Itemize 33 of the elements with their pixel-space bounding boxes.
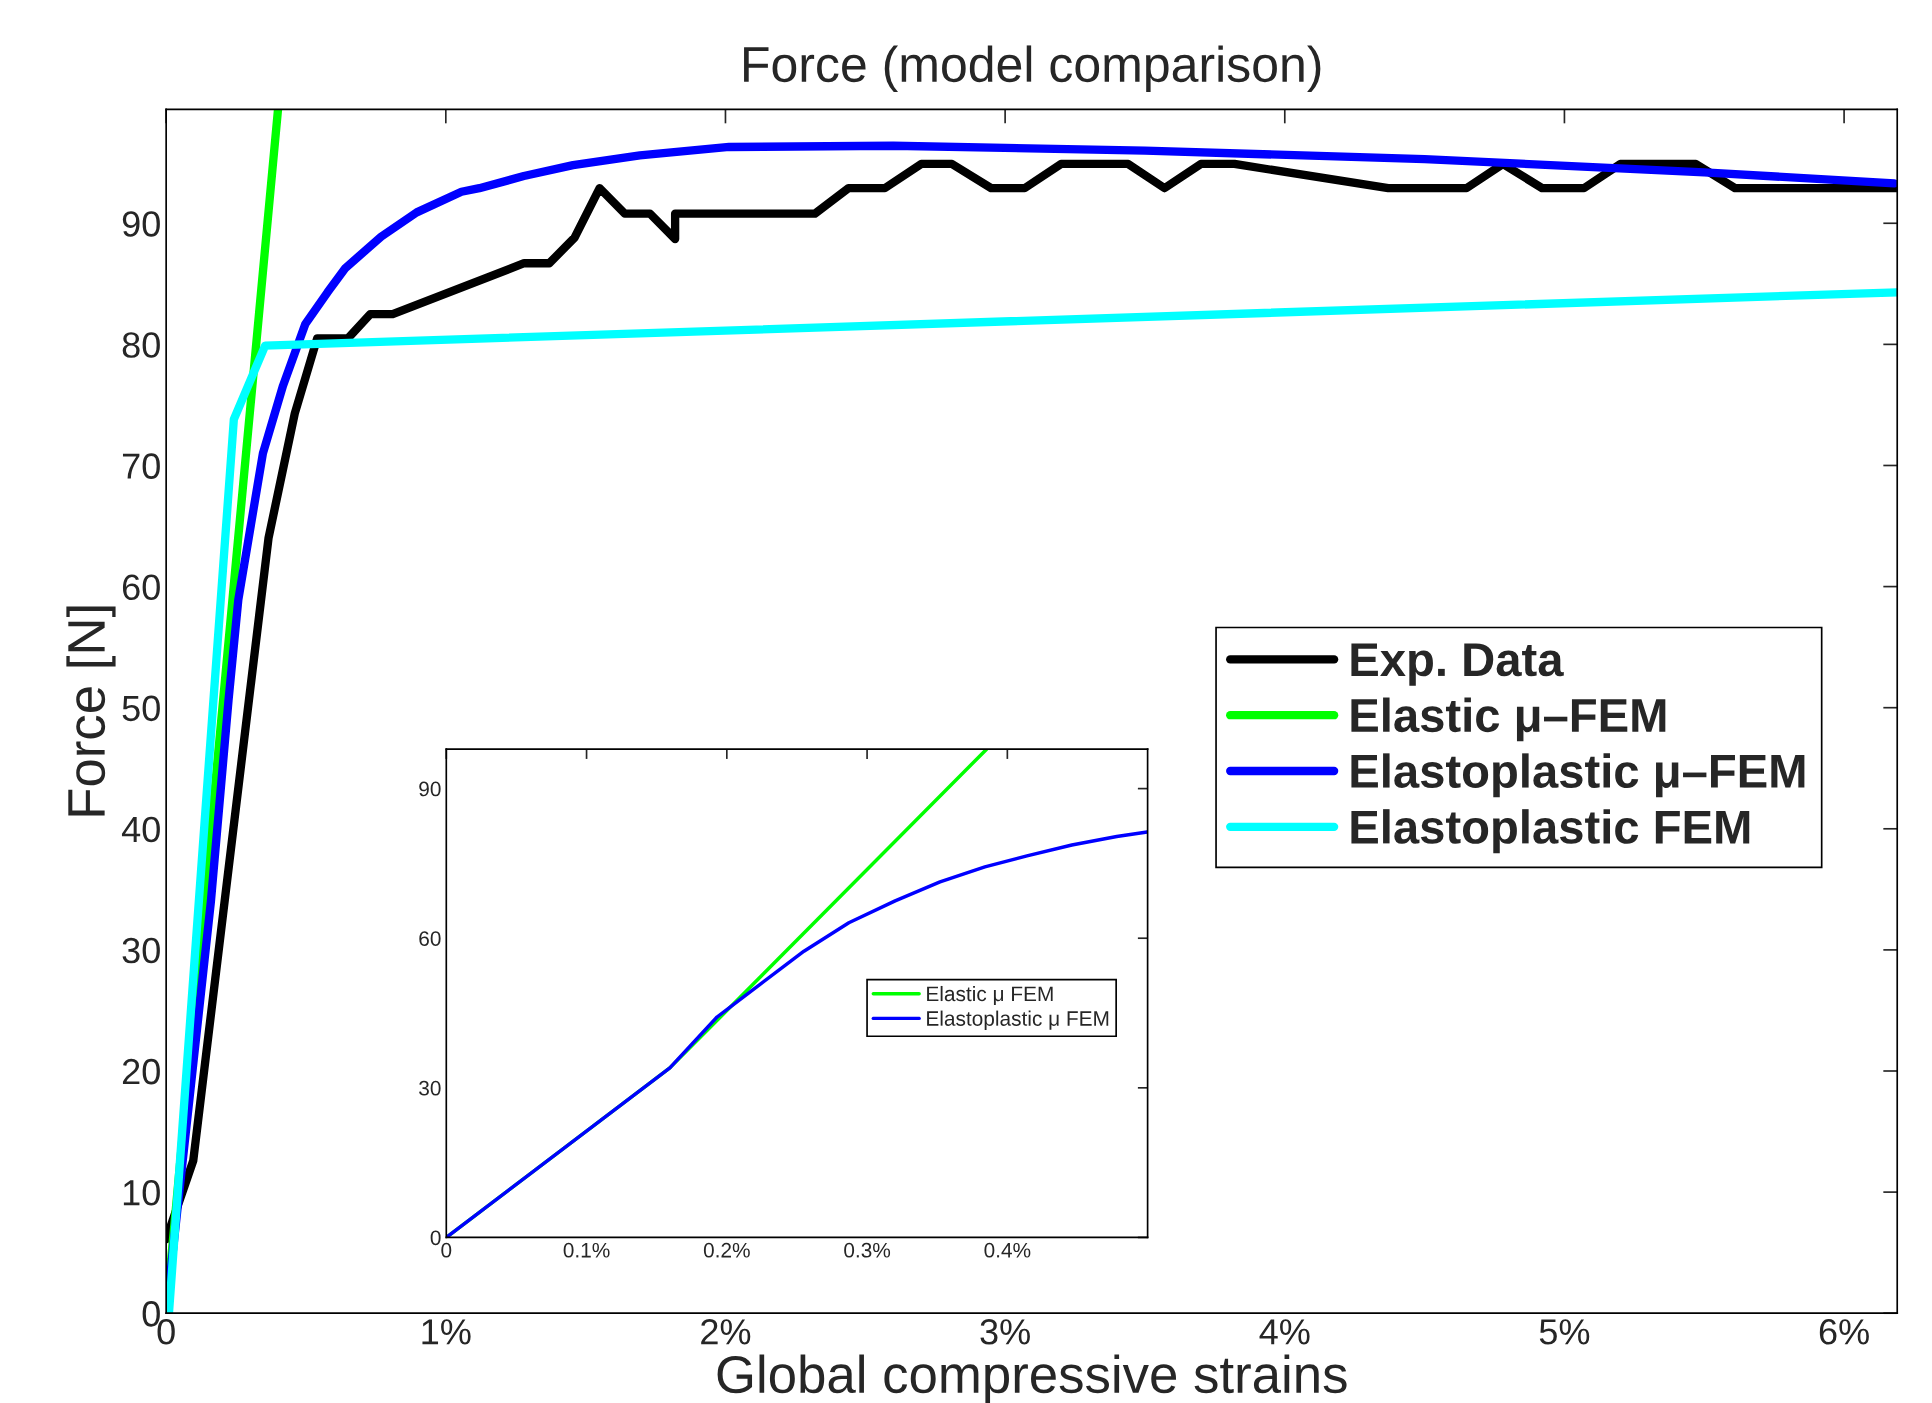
y-tick-label: 30 bbox=[122, 937, 160, 964]
x-tick-label: 2% bbox=[701, 1319, 751, 1345]
legend-label: Elastoplastic μ FEM bbox=[927, 1010, 1109, 1030]
y-tick-label: 10 bbox=[123, 1179, 160, 1206]
x-tick-label: 6% bbox=[1819, 1319, 1869, 1345]
y-tick-label: 90 bbox=[122, 211, 160, 237]
x-tick-label: 5% bbox=[1539, 1319, 1590, 1345]
y-axis-title: Force [N] bbox=[66, 606, 116, 816]
x-axis-title: Global compressive strains bbox=[717, 1354, 1347, 1403]
x-tick-label: 0 bbox=[441, 1242, 452, 1258]
y-tick-label: 90 bbox=[419, 781, 441, 797]
legend-label: Elastic μ FEM bbox=[927, 985, 1053, 1006]
x-tick-label: 0.3% bbox=[844, 1242, 891, 1258]
y-tick-label: 60 bbox=[122, 574, 160, 601]
y-tick-label: 20 bbox=[122, 1058, 160, 1085]
y-tick-label: 0 bbox=[430, 1230, 441, 1246]
x-tick-label: 3% bbox=[980, 1319, 1030, 1345]
y-tick-label: 40 bbox=[121, 816, 160, 843]
y-tick-label: 30 bbox=[419, 1080, 441, 1096]
y-tick-label: 80 bbox=[122, 332, 160, 358]
y-tick-label: 70 bbox=[122, 453, 160, 479]
x-tick-label: 4% bbox=[1259, 1319, 1310, 1345]
x-tick-label: 0.2% bbox=[703, 1242, 750, 1258]
legend-label: Elastoplastic FEM bbox=[1351, 809, 1750, 854]
x-tick-label: 1% bbox=[422, 1319, 471, 1345]
y-tick-label: 60 bbox=[419, 931, 441, 946]
legend-label: Exp. Data bbox=[1351, 643, 1564, 686]
chart-title: Force (model comparison) bbox=[744, 45, 1321, 93]
x-tick-label: 0.4% bbox=[984, 1242, 1031, 1258]
x-tick-label: 0.1% bbox=[563, 1242, 610, 1258]
legend-label: Elastoplastic μ–FEM bbox=[1351, 753, 1805, 798]
legend-label: Elastic μ–FEM bbox=[1351, 697, 1666, 742]
y-tick-label: 50 bbox=[122, 695, 160, 722]
